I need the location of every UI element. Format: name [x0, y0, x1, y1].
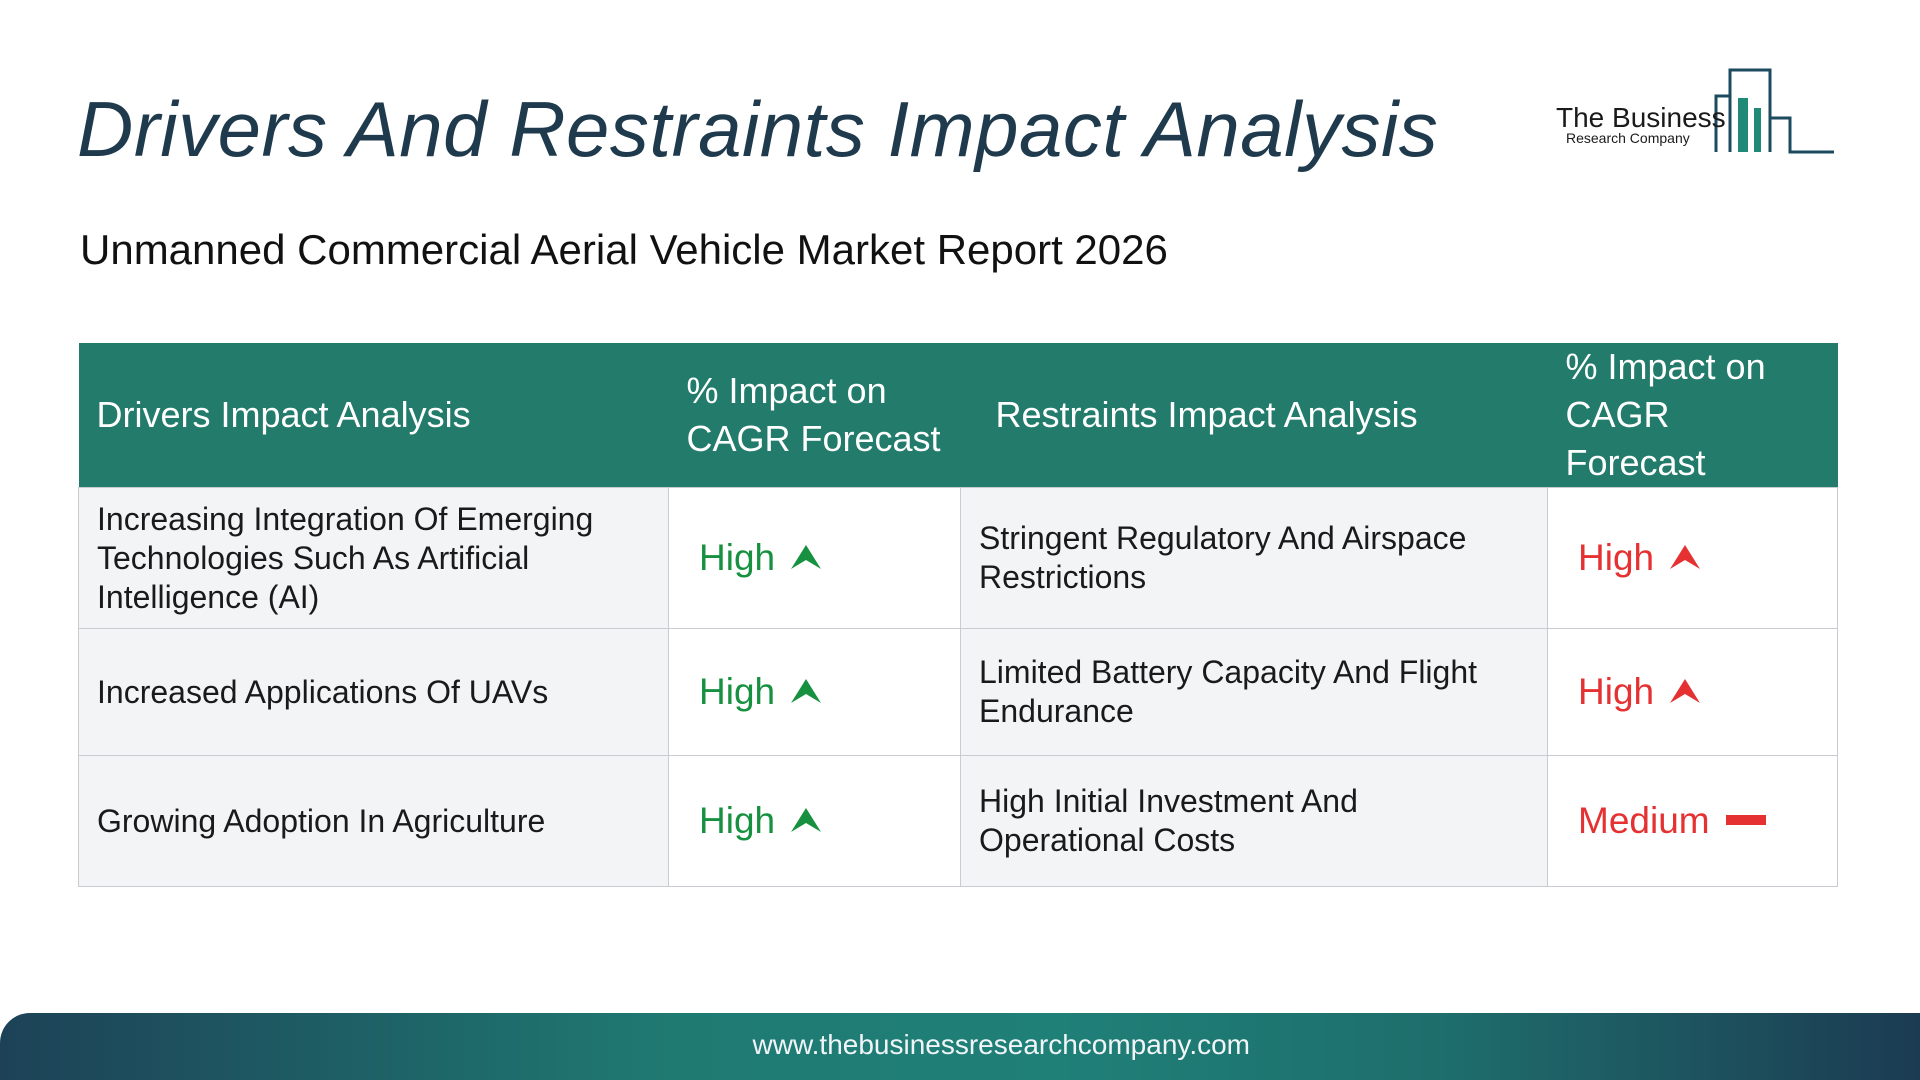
restraint-cell: High Initial Investment And Operational … — [960, 755, 1548, 887]
header-restraints-impact: % Impact on CAGR Forecast — [1547, 343, 1838, 488]
arrow-up-icon — [791, 679, 822, 703]
arrow-up-icon — [1670, 545, 1701, 569]
driver-cell: Growing Adoption In Agriculture — [78, 755, 669, 887]
driver-impact-cell: High — [668, 487, 961, 629]
page-title: Drivers And Restraints Impact Analysis — [77, 85, 1439, 173]
driver-impact-value: High — [687, 672, 823, 711]
table-row: Increasing Integration Of Emerging Techn… — [78, 487, 1838, 629]
driver-impact-cell: High — [668, 628, 961, 756]
driver-impact-label: High — [699, 670, 776, 712]
driver-cell: Increased Applications Of UAVs — [78, 628, 669, 756]
report-subtitle: Unmanned Commercial Aerial Vehicle Marke… — [80, 226, 1168, 273]
header-drivers-impact: % Impact on CAGR Forecast — [668, 343, 961, 488]
driver-cell: Increasing Integration Of Emerging Techn… — [78, 487, 669, 629]
restraint-impact-value: Medium — [1566, 801, 1768, 840]
arrow-up-icon — [1670, 679, 1701, 703]
restraint-impact-cell: High — [1547, 628, 1838, 756]
driver-impact-cell: High — [668, 755, 961, 887]
table-row: Growing Adoption In Agriculture High Hig… — [78, 755, 1838, 887]
company-logo: The Business Research Company — [1552, 62, 1842, 162]
logo-name: The Business — [1556, 102, 1726, 133]
restraint-cell: Stringent Regulatory And Airspace Restri… — [960, 487, 1548, 629]
driver-impact-label: High — [699, 536, 776, 578]
restraint-impact-cell: High — [1547, 487, 1838, 629]
driver-impact-value: High — [687, 801, 823, 840]
table-header-row: Drivers Impact Analysis % Impact on CAGR… — [78, 343, 1838, 488]
footer-url: www.thebusinessresearchcompany.com — [752, 1029, 1250, 1060]
restraint-impact-cell: Medium — [1547, 755, 1838, 887]
restraint-impact-label: Medium — [1578, 799, 1710, 841]
driver-impact-value: High — [687, 538, 823, 577]
dash-icon — [1725, 815, 1766, 825]
header-drivers: Drivers Impact Analysis — [78, 343, 669, 488]
header-restraints: Restraints Impact Analysis — [960, 343, 1548, 488]
impact-table: Drivers Impact Analysis % Impact on CAGR… — [78, 343, 1838, 887]
restraint-impact-label: High — [1578, 536, 1655, 578]
restraint-cell: Limited Battery Capacity And Flight Endu… — [960, 628, 1548, 756]
arrow-up-icon — [791, 808, 822, 832]
arrow-up-icon — [791, 545, 822, 569]
restraint-impact-label: High — [1578, 670, 1655, 712]
driver-impact-label: High — [699, 799, 776, 841]
footer-bar: www.thebusinessresearchcompany.com — [0, 1013, 1920, 1080]
restraint-impact-value: High — [1566, 672, 1702, 711]
table-row: Increased Applications Of UAVs High Limi… — [78, 628, 1838, 756]
restraint-impact-value: High — [1566, 538, 1702, 577]
logo-subname: Research Company — [1566, 130, 1690, 146]
logo-buildings-icon — [1714, 68, 1834, 154]
